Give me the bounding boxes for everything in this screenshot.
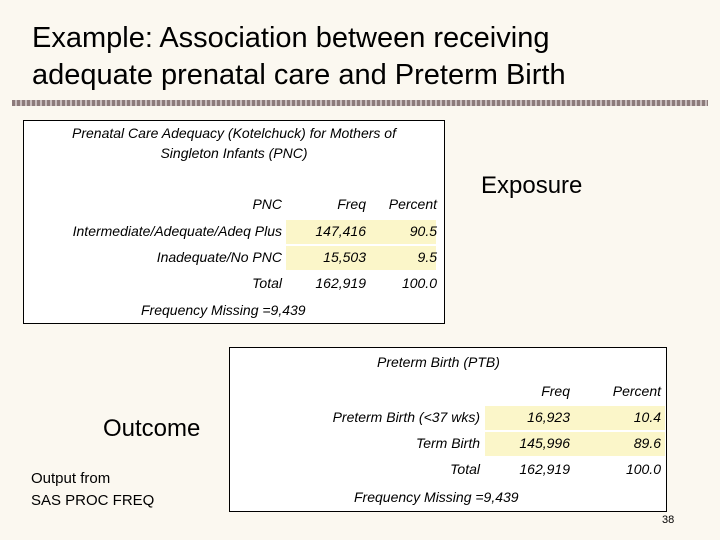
pnc-row-freq: 162,919 — [315, 275, 366, 291]
pnc-header-freq: Freq — [337, 196, 366, 212]
pnc-header-percent: Percent — [388, 196, 437, 212]
output-note-line-1: Output from — [31, 470, 111, 487]
pnc-row-percent: 90.5 — [409, 223, 437, 239]
ptb-row-percent: 100.0 — [625, 461, 661, 477]
pnc-row-label: Intermediate/Adequate/Adeq Plus — [72, 223, 282, 239]
pnc-row-percent: 100.0 — [401, 275, 437, 291]
pnc-row-2-highlight — [286, 246, 436, 270]
output-source-note: Output from SAS PROC FREQ — [31, 468, 154, 512]
ptb-row-freq: 145,996 — [519, 435, 570, 451]
output-note-line-2: SAS PROC FREQ — [31, 492, 155, 509]
title-divider — [12, 100, 708, 106]
pnc-frequency-table: Prenatal Care Adequacy (Kotelchuck) for … — [23, 120, 445, 324]
pnc-row-freq: 147,416 — [315, 223, 366, 239]
ptb-row-label: Term Birth — [415, 435, 480, 451]
pnc-table-title-line-2: Singleton Infants (PNC) — [160, 145, 308, 161]
outcome-label: Outcome — [103, 415, 201, 442]
pnc-header-pnc: PNC — [252, 196, 282, 212]
exposure-label: Exposure — [481, 172, 583, 199]
ptb-row-freq: 16,923 — [527, 409, 570, 425]
ptb-header-freq: Freq — [541, 383, 570, 399]
ptb-row-label: Preterm Birth (<37 wks) — [332, 409, 480, 425]
ptb-row-freq: 162,919 — [519, 461, 570, 477]
pnc-row-label: Inadequate/No PNC — [156, 249, 282, 265]
pnc-row-percent: 9.5 — [417, 249, 437, 265]
pnc-row-freq: 15,503 — [323, 249, 366, 265]
ptb-row-label: Total — [450, 461, 480, 477]
ptb-row-percent: 89.6 — [633, 435, 661, 451]
ptb-frequency-table: Preterm Birth (PTB) Freq Percent Preterm… — [229, 347, 667, 512]
slide-title-line-1: Example: Association between receiving — [32, 22, 550, 54]
pnc-table-title-line-1: Prenatal Care Adequacy (Kotelchuck) for … — [72, 125, 396, 141]
ptb-row-2-highlight — [485, 432, 665, 456]
ptb-row-1-highlight — [485, 406, 665, 430]
pnc-frequency-missing: Frequency Missing =9,439 — [141, 302, 306, 318]
ptb-table-title: Preterm Birth (PTB) — [377, 354, 500, 370]
slide-title-line-2: adequate prenatal care and Preterm Birth — [32, 59, 566, 91]
pnc-row-1-highlight — [286, 220, 436, 244]
page-number: 38 — [662, 514, 675, 526]
ptb-row-percent: 10.4 — [633, 409, 661, 425]
slide-title: Example: Association between receiving a… — [32, 20, 692, 94]
pnc-row-label: Total — [252, 275, 282, 291]
ptb-frequency-missing: Frequency Missing =9,439 — [354, 489, 519, 505]
ptb-header-percent: Percent — [612, 383, 661, 399]
